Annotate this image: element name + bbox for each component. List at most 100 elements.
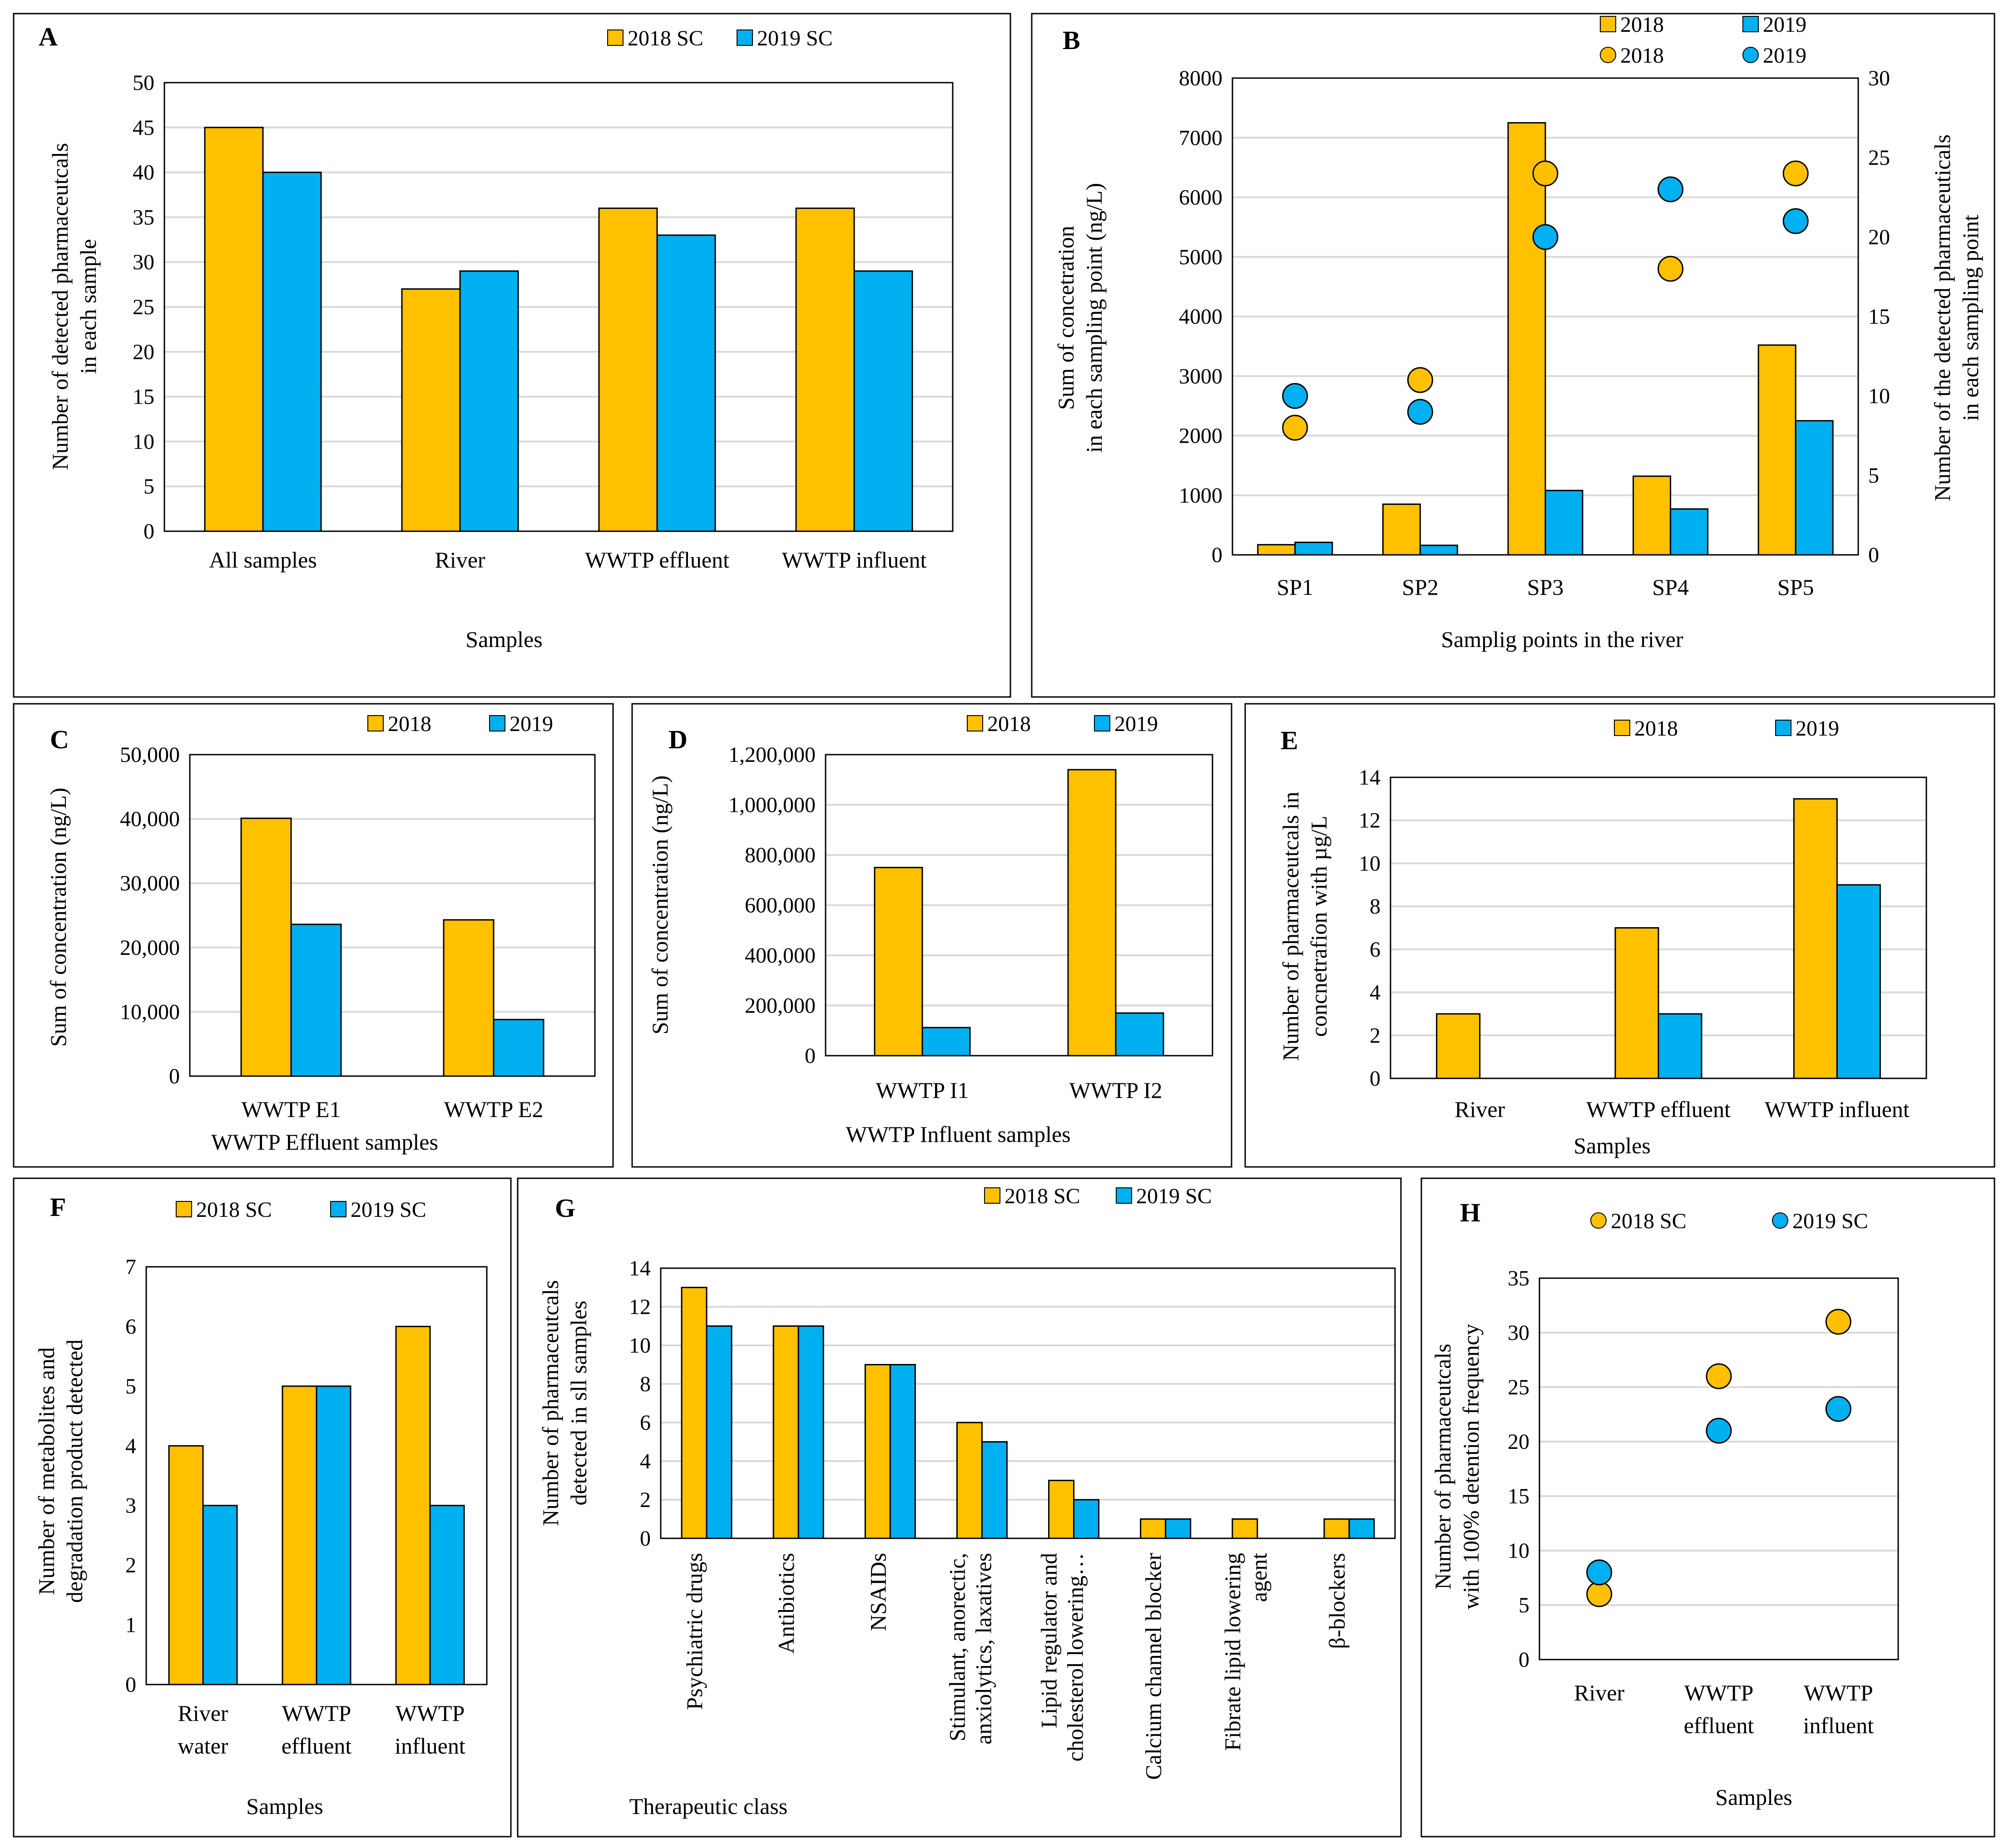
panel-b: B 0 1000 2000 3000 4000 5000 6000 7000 8000 0 5 10 15… — [1031, 13, 1995, 698]
y2-tick-label: 30 — [1868, 66, 1890, 90]
y-tick-label: 3 — [125, 1494, 136, 1518]
panel-e: E 0 2 4 6 8 10 12 14 River WWTP effluent WWTP influ… — [1244, 703, 1995, 1168]
legend-label: 2018 — [1620, 44, 1664, 68]
bar-1-7 — [1348, 1518, 1375, 1539]
bar-0-1 — [1067, 769, 1117, 1057]
y-tick-label: 2 — [640, 1488, 651, 1512]
x-axis-title: Samples — [465, 627, 542, 652]
y-tick-label: 45 — [133, 116, 154, 140]
y-axis-title: Number of detected pharmaceutcals — [47, 143, 73, 470]
panel-f: F 0 1 2 3 4 5 6 7 River water WWTP effluent WWTP influ… — [13, 1177, 512, 1838]
y-tick-label: 40 — [133, 161, 154, 185]
bar-1-2 — [429, 1505, 465, 1685]
y-axis-title: Sum of concentration (ng/L) — [45, 788, 71, 1047]
legend-swatch — [1116, 1187, 1132, 1204]
x-category-label: anxiolytics, laxatives — [970, 1553, 996, 1744]
legend-marker — [1600, 47, 1616, 63]
legend-label: 2019 SC — [1792, 1209, 1868, 1233]
x-category-label: River — [1574, 1680, 1624, 1705]
panel-frame — [13, 703, 614, 1168]
legend-label: 2018 — [987, 712, 1031, 736]
bar-0-2 — [1793, 798, 1838, 1079]
y-axis-title: Number of pharmaceutcals in — [1278, 792, 1303, 1061]
y-tick-label: 10 — [629, 1334, 651, 1358]
x-category-label: Calcium channel blocker — [1141, 1553, 1166, 1780]
y-tick-label: 0 — [1212, 543, 1222, 567]
y-tick-label: 1,000,000 — [728, 793, 816, 817]
bar-1-2 — [889, 1364, 916, 1539]
panel-letter: H — [1460, 1198, 1480, 1227]
y-tick-label: 15 — [1508, 1484, 1529, 1508]
y-tick-label: 20 — [1508, 1430, 1529, 1454]
bar-1-0 — [290, 924, 342, 1077]
y-tick-label: 800,000 — [745, 843, 816, 867]
legend-swatch — [1614, 720, 1630, 736]
y-tick-label: 0 — [143, 519, 154, 544]
plot-area — [1390, 776, 1927, 1079]
point-0-0 — [1586, 1581, 1613, 1607]
y2-tick-label: 0 — [1868, 543, 1879, 567]
point-3-3 — [1658, 176, 1684, 203]
bar-0-4 — [1757, 344, 1796, 556]
plot-area — [145, 1266, 488, 1685]
legend-label: 2019 SC — [757, 26, 833, 50]
legend-swatch — [1094, 715, 1110, 731]
x-category-label: All samples — [209, 547, 317, 573]
bar-0-3 — [795, 208, 855, 532]
plot-area — [163, 82, 954, 532]
x-category-label: Psychiatric drugs — [682, 1553, 707, 1710]
panel-a: A 0 5 10 15 20 25 30 35 40 45 50 All samples River WWT… — [13, 13, 1011, 698]
plot-area — [189, 754, 596, 1077]
legend-label: 2018 — [388, 712, 431, 736]
legend-label: 2019 — [1114, 712, 1158, 736]
y-tick-label: 1 — [125, 1613, 136, 1637]
legend-swatch — [367, 715, 384, 731]
legend-swatch — [330, 1201, 346, 1217]
y-tick-label: 5000 — [1179, 245, 1222, 269]
x-category-label: effluent — [1684, 1713, 1754, 1738]
point-0-1 — [1706, 1363, 1732, 1389]
legend-label: 2019 SC — [1136, 1184, 1212, 1208]
bar-1-0 — [706, 1325, 732, 1539]
y-tick-label: 4 — [1370, 981, 1381, 1005]
bar-1-1 — [493, 1018, 544, 1077]
y-tick-label: 7000 — [1179, 126, 1222, 150]
legend-swatch — [737, 30, 753, 46]
bar-0-4 — [1048, 1480, 1075, 1539]
panel-c: C 0 10,000 20,000 30,000 40,000 50,000 WWTP E1 W… — [13, 703, 614, 1168]
y-tick-label: 35 — [1508, 1266, 1529, 1290]
legend-label: 2019 SC — [351, 1198, 426, 1222]
bar-1-5 — [1165, 1518, 1192, 1539]
point-3-4 — [1782, 208, 1809, 234]
bar-0-1 — [443, 919, 495, 1077]
legend-swatch — [967, 715, 983, 731]
panel-letter: A — [39, 22, 58, 51]
panel-letter: G — [555, 1193, 575, 1223]
panel-frame — [1420, 1177, 1995, 1838]
y-tick-label: 12 — [1359, 809, 1381, 833]
x-category-label: SP4 — [1652, 574, 1689, 600]
point-3-2 — [1532, 224, 1559, 250]
y-tick-label: 15 — [133, 385, 154, 409]
point-0-2 — [1825, 1309, 1851, 1335]
x-category-label: WWTP — [282, 1700, 351, 1726]
bar-0-6 — [1232, 1518, 1258, 1539]
y2-axis-title: Number of the detected pharmaceuticals — [1930, 134, 1955, 501]
point-2-3 — [1658, 256, 1684, 282]
legend-swatch — [984, 1187, 1000, 1204]
panel-letter: D — [668, 725, 688, 754]
y-axis-title: with 100% detention frequency — [1458, 1324, 1484, 1610]
legend-label: 2019 — [1763, 13, 1806, 37]
bar-0-0 — [1257, 544, 1296, 556]
y2-axis-title: in each sampling point — [1958, 215, 1983, 421]
y-tick-label: 30 — [133, 250, 154, 274]
y2-tick-label: 5 — [1868, 464, 1879, 488]
x-category-label: River — [178, 1700, 228, 1726]
y-axis-title: in each sampling point (ng/L) — [1081, 183, 1107, 453]
x-category-label: NSAIDs — [865, 1553, 891, 1631]
x-category-label: SP5 — [1777, 574, 1814, 600]
bar-1-1 — [797, 1325, 824, 1539]
plot-area — [1232, 77, 1859, 556]
y-tick-label: 600,000 — [745, 894, 816, 918]
